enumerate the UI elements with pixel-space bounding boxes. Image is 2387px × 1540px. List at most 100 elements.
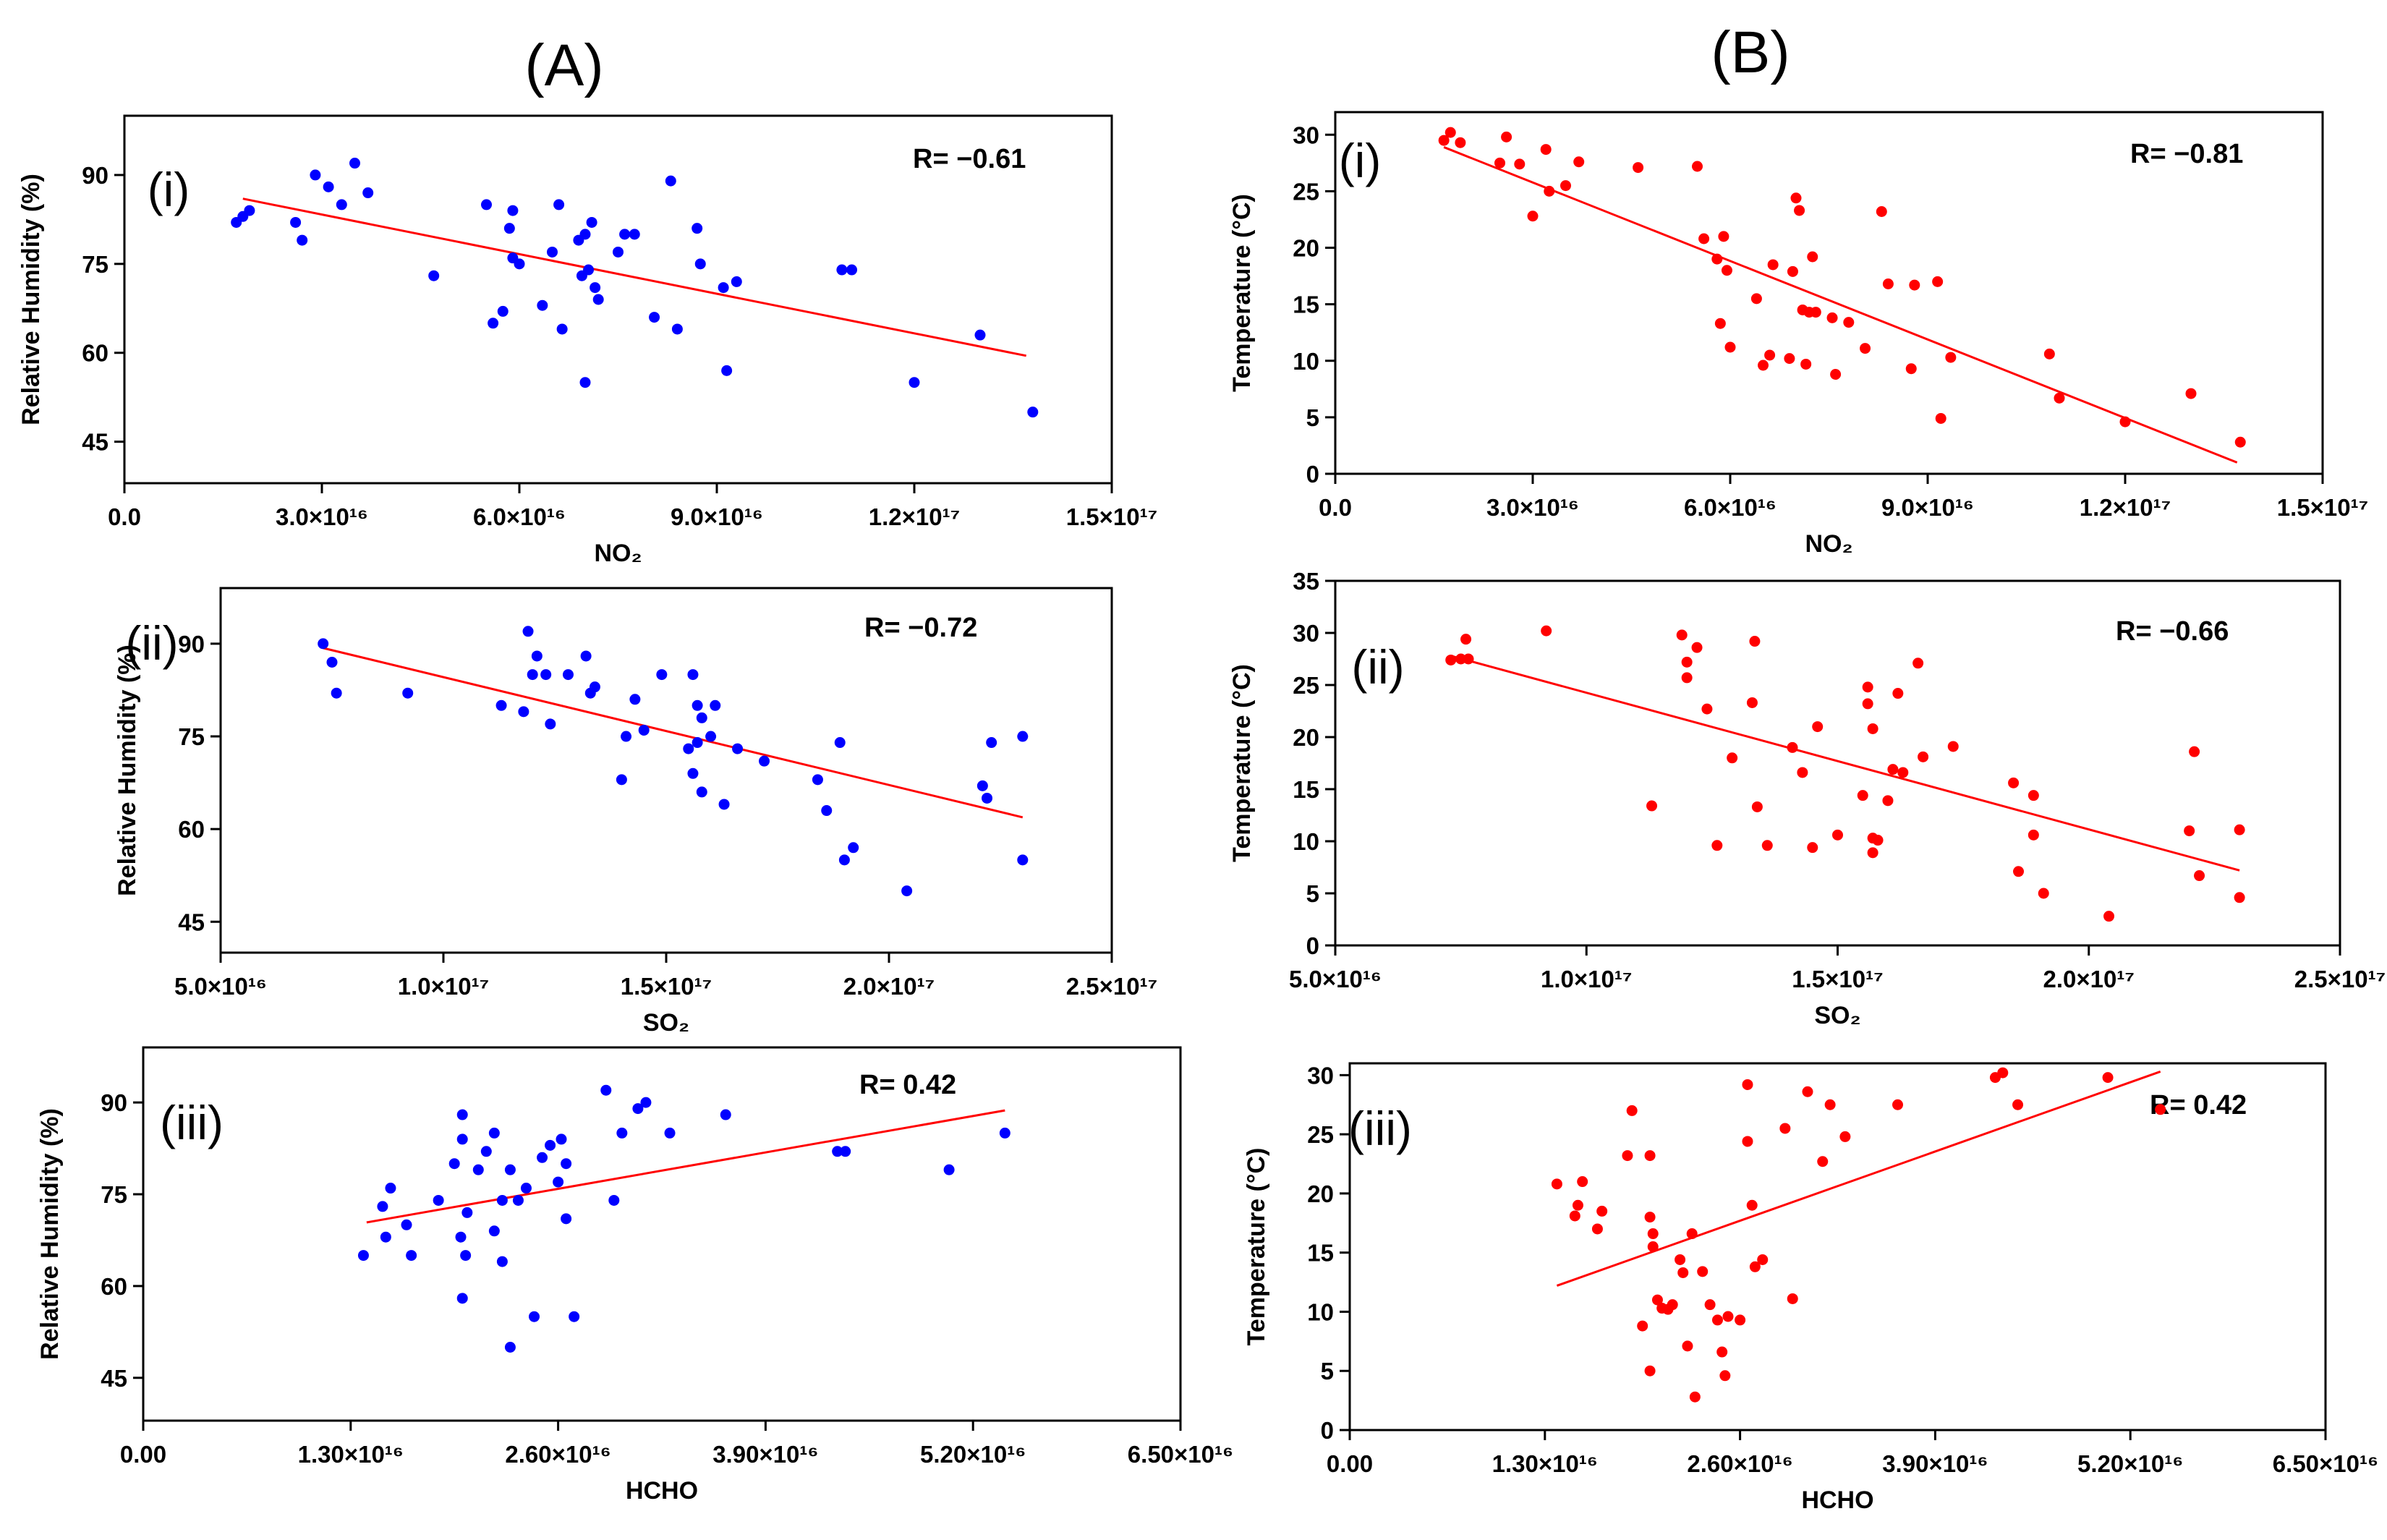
data-point bbox=[1724, 341, 1736, 353]
y-tick-label: 10 bbox=[1293, 348, 1319, 375]
x-tick-label: 2.5×10¹⁷ bbox=[2294, 966, 2386, 992]
data-point bbox=[514, 258, 525, 270]
data-point bbox=[687, 767, 699, 779]
data-point bbox=[1909, 279, 1920, 291]
data-point bbox=[1569, 1210, 1580, 1222]
data-point bbox=[461, 1207, 473, 1218]
data-point bbox=[1646, 800, 1658, 812]
x-tick-label: 6.0×10¹⁶ bbox=[473, 503, 566, 530]
data-point bbox=[838, 854, 850, 866]
data-point bbox=[545, 1139, 556, 1151]
x-tick-label: 2.0×10¹⁷ bbox=[843, 973, 935, 1000]
data-point bbox=[1697, 1266, 1709, 1277]
trend-line bbox=[1556, 1071, 2161, 1287]
data-point bbox=[1644, 1150, 1656, 1162]
data-point bbox=[616, 1127, 628, 1139]
x-tick-label: 1.30×10¹⁶ bbox=[1492, 1450, 1598, 1477]
data-point bbox=[1758, 360, 1769, 371]
subplot-label: (ii) bbox=[125, 616, 178, 670]
data-point bbox=[1897, 767, 1909, 778]
data-point bbox=[1807, 842, 1818, 854]
data-point bbox=[821, 805, 833, 817]
x-tick-label: 5.20×10¹⁶ bbox=[920, 1441, 1026, 1468]
x-tick-label: 2.0×10¹⁷ bbox=[2043, 966, 2135, 992]
y-tick-label: 10 bbox=[1293, 828, 1319, 855]
scatter-chart-2: 5.0×10¹⁶ 1.0×10¹⁷ 1.5×10¹⁷ 2.0×10¹⁷ 2.5×10¹⁷… bbox=[114, 587, 1157, 1037]
data-point bbox=[1711, 1314, 1723, 1326]
data-point bbox=[537, 1152, 548, 1163]
data-point bbox=[687, 669, 699, 681]
data-point bbox=[616, 774, 627, 786]
data-point bbox=[1784, 353, 1795, 365]
data-point bbox=[1544, 185, 1555, 197]
y-axis-label: Temperature (°C) bbox=[1228, 194, 1256, 392]
data-point bbox=[683, 743, 694, 754]
y-tick-label: 15 bbox=[1293, 292, 1319, 318]
data-point bbox=[909, 377, 920, 388]
data-point bbox=[507, 205, 519, 216]
data-point bbox=[812, 774, 823, 786]
x-tick-label: 2.60×10¹⁶ bbox=[505, 1441, 610, 1468]
data-point bbox=[556, 323, 568, 335]
data-point bbox=[608, 1194, 620, 1206]
data-point bbox=[1027, 407, 1039, 418]
data-point bbox=[540, 669, 552, 681]
data-point bbox=[1711, 840, 1723, 851]
data-point bbox=[1742, 1079, 1753, 1090]
data-point bbox=[531, 650, 542, 662]
data-point bbox=[1830, 369, 1842, 380]
data-point bbox=[1691, 642, 1703, 653]
y-axis-label: Relative Humidity (%) bbox=[114, 644, 141, 896]
data-point bbox=[1722, 1311, 1734, 1322]
y-tick-label: 25 bbox=[1293, 178, 1319, 205]
data-point bbox=[705, 731, 717, 742]
data-point bbox=[1892, 1099, 1904, 1110]
correlation-label: R= 0.42 bbox=[859, 1070, 956, 1100]
data-point bbox=[696, 786, 707, 798]
data-point bbox=[1932, 276, 1944, 287]
data-point bbox=[1882, 795, 1894, 807]
data-point bbox=[692, 223, 703, 234]
data-point bbox=[1711, 253, 1723, 265]
data-point bbox=[1637, 1320, 1648, 1332]
x-tick-label: 3.0×10¹⁶ bbox=[1486, 494, 1579, 521]
y-tick-label: 20 bbox=[1293, 724, 1319, 751]
data-point bbox=[496, 1256, 508, 1267]
y-tick-label: 75 bbox=[101, 1181, 127, 1208]
plot-frame bbox=[219, 587, 1113, 954]
data-point bbox=[1596, 1205, 1608, 1217]
data-point bbox=[1681, 656, 1693, 668]
data-point bbox=[1746, 1199, 1758, 1211]
data-point bbox=[545, 718, 556, 730]
data-point bbox=[495, 699, 507, 711]
data-point bbox=[692, 699, 703, 711]
data-point bbox=[1677, 1267, 1689, 1278]
data-point bbox=[547, 246, 558, 258]
data-point bbox=[834, 737, 846, 749]
y-tick-label: 45 bbox=[178, 909, 205, 935]
data-point bbox=[619, 229, 631, 240]
data-point bbox=[1826, 312, 1838, 323]
data-point bbox=[1591, 1223, 1603, 1235]
data-point bbox=[982, 792, 993, 804]
data-point bbox=[2234, 436, 2246, 448]
data-point bbox=[840, 1146, 851, 1157]
data-point bbox=[1445, 654, 1457, 665]
data-point bbox=[1682, 1340, 1693, 1352]
data-point bbox=[1017, 854, 1029, 866]
scatter-chart-6: 0.00 1.30×10¹⁶ 2.60×10¹⁶ 3.90×10¹⁶ 5.20×10¹⁶… bbox=[1243, 1062, 2378, 1514]
data-point bbox=[1761, 840, 1773, 851]
data-point bbox=[1876, 206, 1887, 217]
data-point bbox=[656, 669, 668, 681]
data-point bbox=[1843, 317, 1855, 328]
data-point bbox=[310, 169, 321, 181]
data-point bbox=[1882, 278, 1894, 289]
data-point bbox=[504, 1341, 516, 1353]
y-tick-label: 15 bbox=[1307, 1240, 1334, 1267]
y-tick-label: 60 bbox=[82, 340, 109, 367]
data-point bbox=[832, 1146, 843, 1157]
x-tick-label: 1.5×10¹⁷ bbox=[2277, 494, 2368, 521]
x-axis-label: HCHO bbox=[626, 1477, 698, 1505]
data-point bbox=[718, 282, 729, 294]
data-point bbox=[244, 205, 255, 216]
